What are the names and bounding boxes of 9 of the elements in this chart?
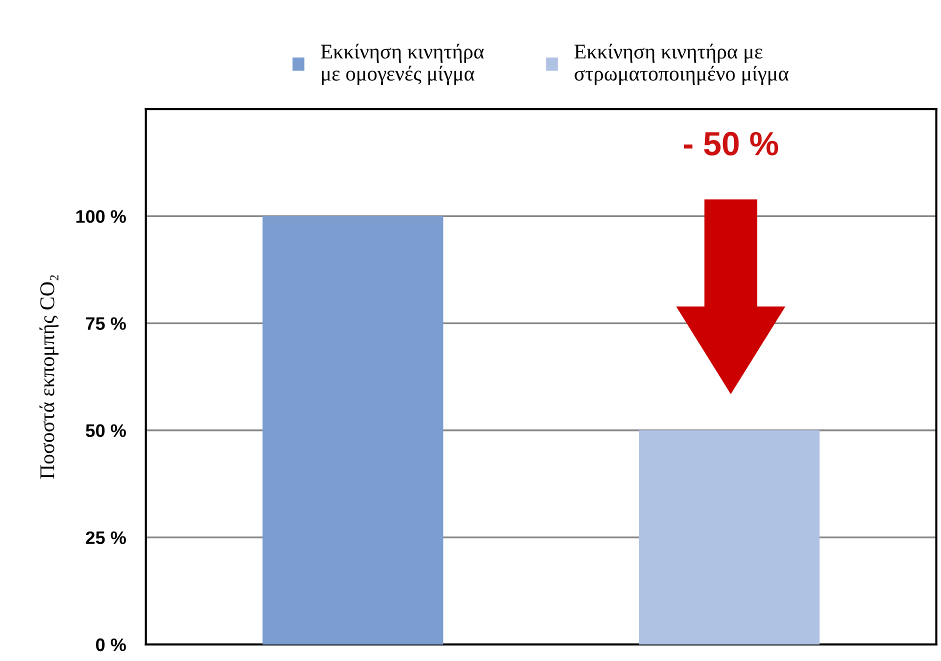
legend-label: Εκκίνηση κινητήρα με στρωματοποιημένο μίγμα: [574, 44, 788, 85]
annotation: - 50 %: [684, 132, 778, 156]
y-tick-label: 0 %: [96, 638, 126, 652]
y-tick-label: 75 %: [86, 317, 126, 330]
y-tick-label: 25 %: [86, 531, 126, 544]
legend-label: Εκκίνηση κινητήρα με ομογενές μίγμα: [320, 44, 484, 85]
y-axis-title: Ποσοστά εκπομπής CO₂: [39, 275, 59, 479]
y-tick-label: 100 %: [76, 210, 126, 223]
y-tick-label: 50 %: [86, 424, 126, 438]
